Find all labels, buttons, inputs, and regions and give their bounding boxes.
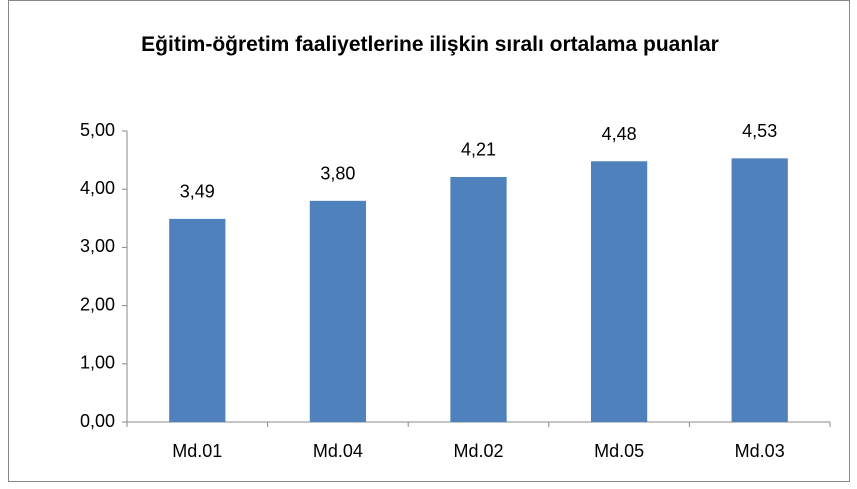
bar: [309, 200, 367, 422]
y-tick-label: 3,00: [80, 236, 115, 256]
y-tick-label: 0,00: [80, 411, 115, 431]
data-label: 3,49: [180, 182, 215, 202]
x-tick-label: Md.04: [313, 441, 363, 461]
data-label: 3,80: [320, 164, 355, 184]
x-tick-label: Md.03: [735, 441, 785, 461]
data-label: 4,53: [742, 121, 777, 141]
data-label: 4,21: [461, 140, 496, 160]
bar: [450, 176, 507, 422]
x-tick-label: Md.05: [594, 441, 644, 461]
chart-border: [8, 0, 850, 482]
x-tick-label: Md.02: [453, 441, 503, 461]
y-tick-label: 2,00: [80, 294, 115, 314]
bar: [169, 218, 226, 422]
bar: [731, 158, 788, 422]
x-tick-label: Md.01: [172, 441, 222, 461]
y-tick-label: 5,00: [80, 120, 115, 140]
bar: [590, 161, 648, 423]
y-tick-label: 4,00: [80, 178, 115, 198]
y-tick-label: 1,00: [80, 353, 115, 373]
chart-title: Eğitim-öğretim faaliyetlerine ilişkin sı…: [141, 33, 719, 56]
data-label: 4,48: [602, 124, 637, 144]
